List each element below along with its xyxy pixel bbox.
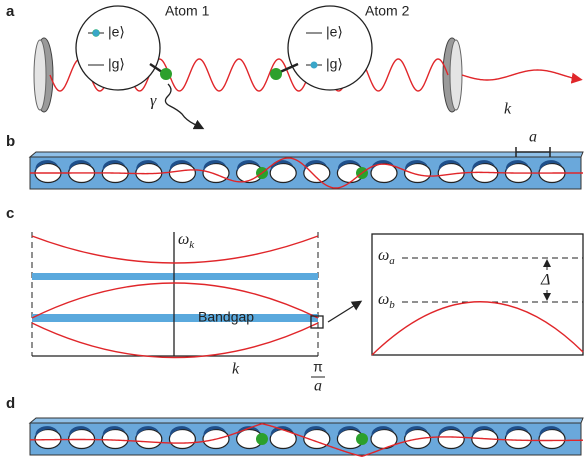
panel-label: b	[6, 133, 15, 150]
wavevector-label: k	[504, 101, 512, 118]
electron	[93, 30, 100, 37]
zone-edge-den: a	[314, 378, 322, 395]
output-field	[462, 70, 580, 80]
atom	[160, 68, 172, 80]
bandgap-band	[32, 273, 318, 280]
atom-title: Atom 1	[165, 3, 210, 19]
waveguide	[30, 152, 583, 189]
figure: a b c d |e⟩ |g⟩ Atom 1 |e⟩ |g⟩ Atom 2 γ …	[0, 0, 584, 462]
ket: |g⟩	[108, 56, 125, 72]
waveguide-top	[30, 152, 583, 157]
axis-label: k	[232, 361, 240, 378]
atom	[356, 433, 368, 445]
band	[32, 323, 318, 358]
bandgap-band	[32, 314, 318, 322]
bandgap-label: Bandgap	[198, 309, 254, 325]
atom-bubble	[288, 6, 372, 90]
electron	[311, 62, 318, 69]
inset	[372, 234, 583, 355]
panel-label: a	[6, 3, 15, 20]
decay-label: γ	[150, 93, 157, 110]
waveguide	[30, 418, 583, 456]
lattice-constant: a	[529, 129, 537, 146]
atom-title: Atom 2	[365, 3, 410, 19]
ket: |e⟩	[108, 24, 125, 40]
band	[32, 236, 318, 263]
atom	[270, 68, 282, 80]
mirror	[443, 38, 462, 112]
emission-arrow	[165, 84, 202, 128]
zoom-arrow	[328, 302, 360, 322]
panel-label: c	[6, 205, 14, 222]
waveguide-top	[30, 418, 583, 423]
zone-edge-num: π	[313, 359, 323, 375]
atom	[256, 433, 268, 445]
detuning-label: Δ	[540, 272, 550, 289]
ket: |e⟩	[326, 24, 343, 40]
axis-label: ωk	[178, 231, 195, 251]
ket: |g⟩	[326, 56, 343, 72]
atom-bubble	[76, 6, 160, 90]
band	[32, 283, 318, 318]
panel-label: d	[6, 395, 15, 412]
